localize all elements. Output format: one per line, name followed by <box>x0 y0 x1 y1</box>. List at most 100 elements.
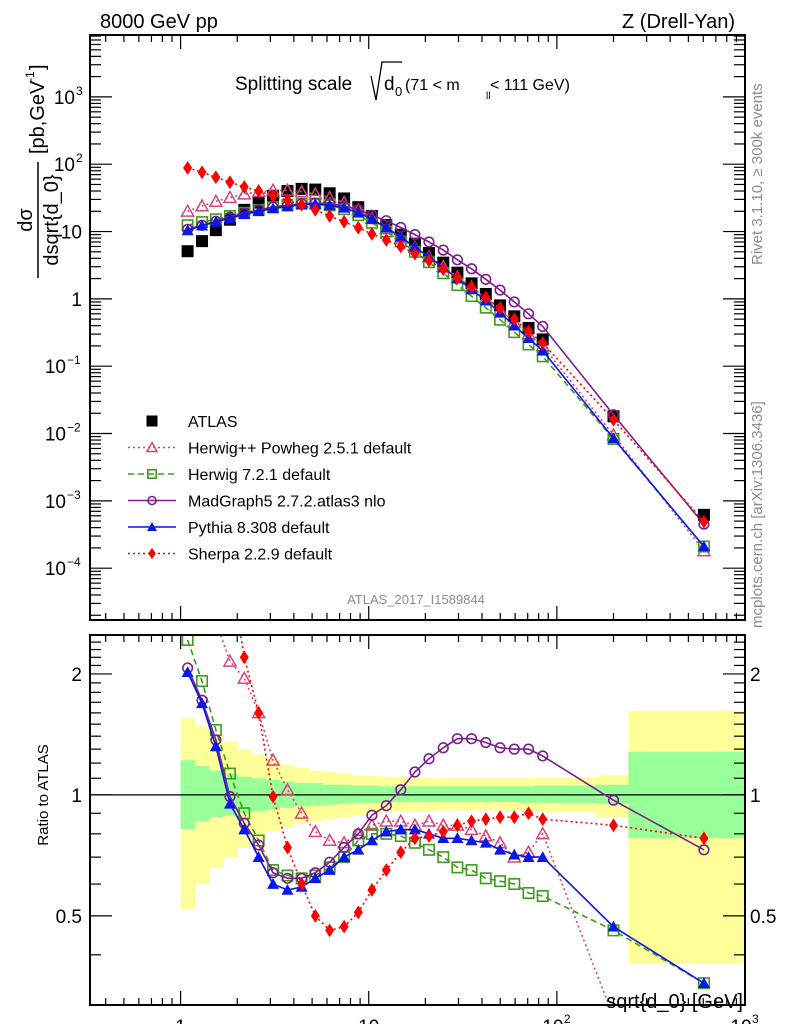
data-point <box>697 977 710 988</box>
data-point <box>508 848 521 860</box>
data-point <box>254 705 264 720</box>
data-point <box>194 198 210 212</box>
data-point <box>239 650 249 665</box>
data-point <box>424 253 434 268</box>
data-point <box>509 810 519 825</box>
legend-label: Sherpa 2.2.9 default <box>188 547 333 564</box>
data-point <box>410 831 420 846</box>
data-point <box>208 193 224 207</box>
stat-uncertainty-band <box>378 786 394 803</box>
x-tick-exponent: 3 <box>752 1012 759 1024</box>
data-point <box>394 230 407 242</box>
data-point <box>367 883 377 897</box>
data-point <box>421 813 437 827</box>
data-point <box>451 254 463 266</box>
data-point <box>508 743 520 755</box>
series-line <box>186 667 705 880</box>
data-point <box>479 836 492 848</box>
ylabel-unit-sup: -1 <box>23 71 37 82</box>
data-point <box>196 697 209 709</box>
data-point <box>352 206 365 218</box>
stat-uncertainty-band <box>449 786 465 803</box>
data-point <box>467 814 477 829</box>
legend-label: Herwig++ Powheg 2.5.1 default <box>188 441 412 458</box>
data-point <box>252 851 265 862</box>
data-point <box>465 263 478 275</box>
data-point <box>323 864 336 875</box>
x-tick-labels: 110102103 <box>175 1012 759 1024</box>
data-point <box>608 412 618 427</box>
data-point <box>197 165 207 180</box>
title-prefix: Splitting scale <box>235 74 352 95</box>
data-point <box>480 273 492 285</box>
data-point <box>223 212 236 223</box>
y-tick-exponent: 3 <box>76 84 83 98</box>
data-point <box>465 733 478 745</box>
data-point <box>323 199 336 211</box>
data-point <box>325 209 335 223</box>
y-tick-base: 10 <box>45 559 66 580</box>
data-point <box>409 229 421 241</box>
data-point <box>294 184 309 198</box>
legend-entry-herwig-powheg-2-5-1-default: Herwig++ Powheg 2.5.1 default <box>128 441 412 458</box>
series-line <box>219 635 610 1005</box>
data-point <box>423 753 435 765</box>
data-point <box>536 890 549 903</box>
stat-uncertainty-band <box>350 785 366 803</box>
data-point <box>281 883 294 895</box>
data-point <box>536 851 549 862</box>
rivet-version-label: Rivet 3.1.10, ≥ 300k events <box>749 83 766 265</box>
main-y-tick-label: 10 −3 <box>45 488 81 513</box>
data-point <box>451 733 463 745</box>
data-point <box>310 202 320 217</box>
x-tick-base: 10 <box>358 1017 379 1024</box>
data-point <box>494 843 507 855</box>
main-y-tick-label: 1 <box>71 290 82 311</box>
data-point <box>267 202 280 214</box>
data-point <box>438 262 448 277</box>
data-point <box>222 189 238 204</box>
x-tick-label: 1 <box>175 1017 186 1024</box>
data-point <box>236 670 252 684</box>
data-point <box>265 752 281 766</box>
data-point <box>239 180 249 194</box>
data-point <box>522 851 535 862</box>
data-point <box>522 308 535 320</box>
data-point <box>196 675 209 688</box>
series-pythia-8-308-default <box>181 666 710 988</box>
main-axis-ticks <box>90 35 745 620</box>
header-process-label: Z (Drell-Yan) <box>622 11 735 33</box>
x-tick-label: 10 <box>358 1017 379 1024</box>
data-point <box>222 653 238 667</box>
legend-marker-icon <box>146 415 158 427</box>
stat-uncertainty-band <box>209 770 224 818</box>
y-tick-base: 10 <box>45 425 66 446</box>
data-point <box>409 766 421 778</box>
main-y-tick-label: 10 −2 <box>45 421 81 446</box>
data-point <box>524 324 534 339</box>
data-point <box>508 878 521 891</box>
y-tick-exponent: −4 <box>67 555 81 569</box>
data-point <box>253 839 265 851</box>
data-point <box>494 875 507 888</box>
stat-uncertainty-band <box>421 786 436 803</box>
ylabel-unit: [pb,GeV <box>27 80 49 154</box>
data-point <box>481 290 491 305</box>
x-tick-base: 10 <box>730 1017 751 1024</box>
data-point <box>209 740 222 752</box>
data-point <box>297 197 307 212</box>
data-point <box>607 794 620 806</box>
y-tick-base: 10 <box>54 88 75 109</box>
y-tick-base: 1 <box>71 290 82 311</box>
data-point <box>536 344 549 356</box>
title-suffix-a: (71 < m <box>405 77 460 94</box>
main-y-tick-label: 10 <box>61 223 82 244</box>
stat-uncertainty-band <box>548 785 596 803</box>
legend: ATLAS Herwig++ Powheg 2.5.1 default Herwig… <box>128 414 412 564</box>
data-point <box>181 245 194 258</box>
stat-uncertainty-band <box>478 786 493 803</box>
data-point <box>180 203 195 217</box>
data-point <box>209 224 222 237</box>
